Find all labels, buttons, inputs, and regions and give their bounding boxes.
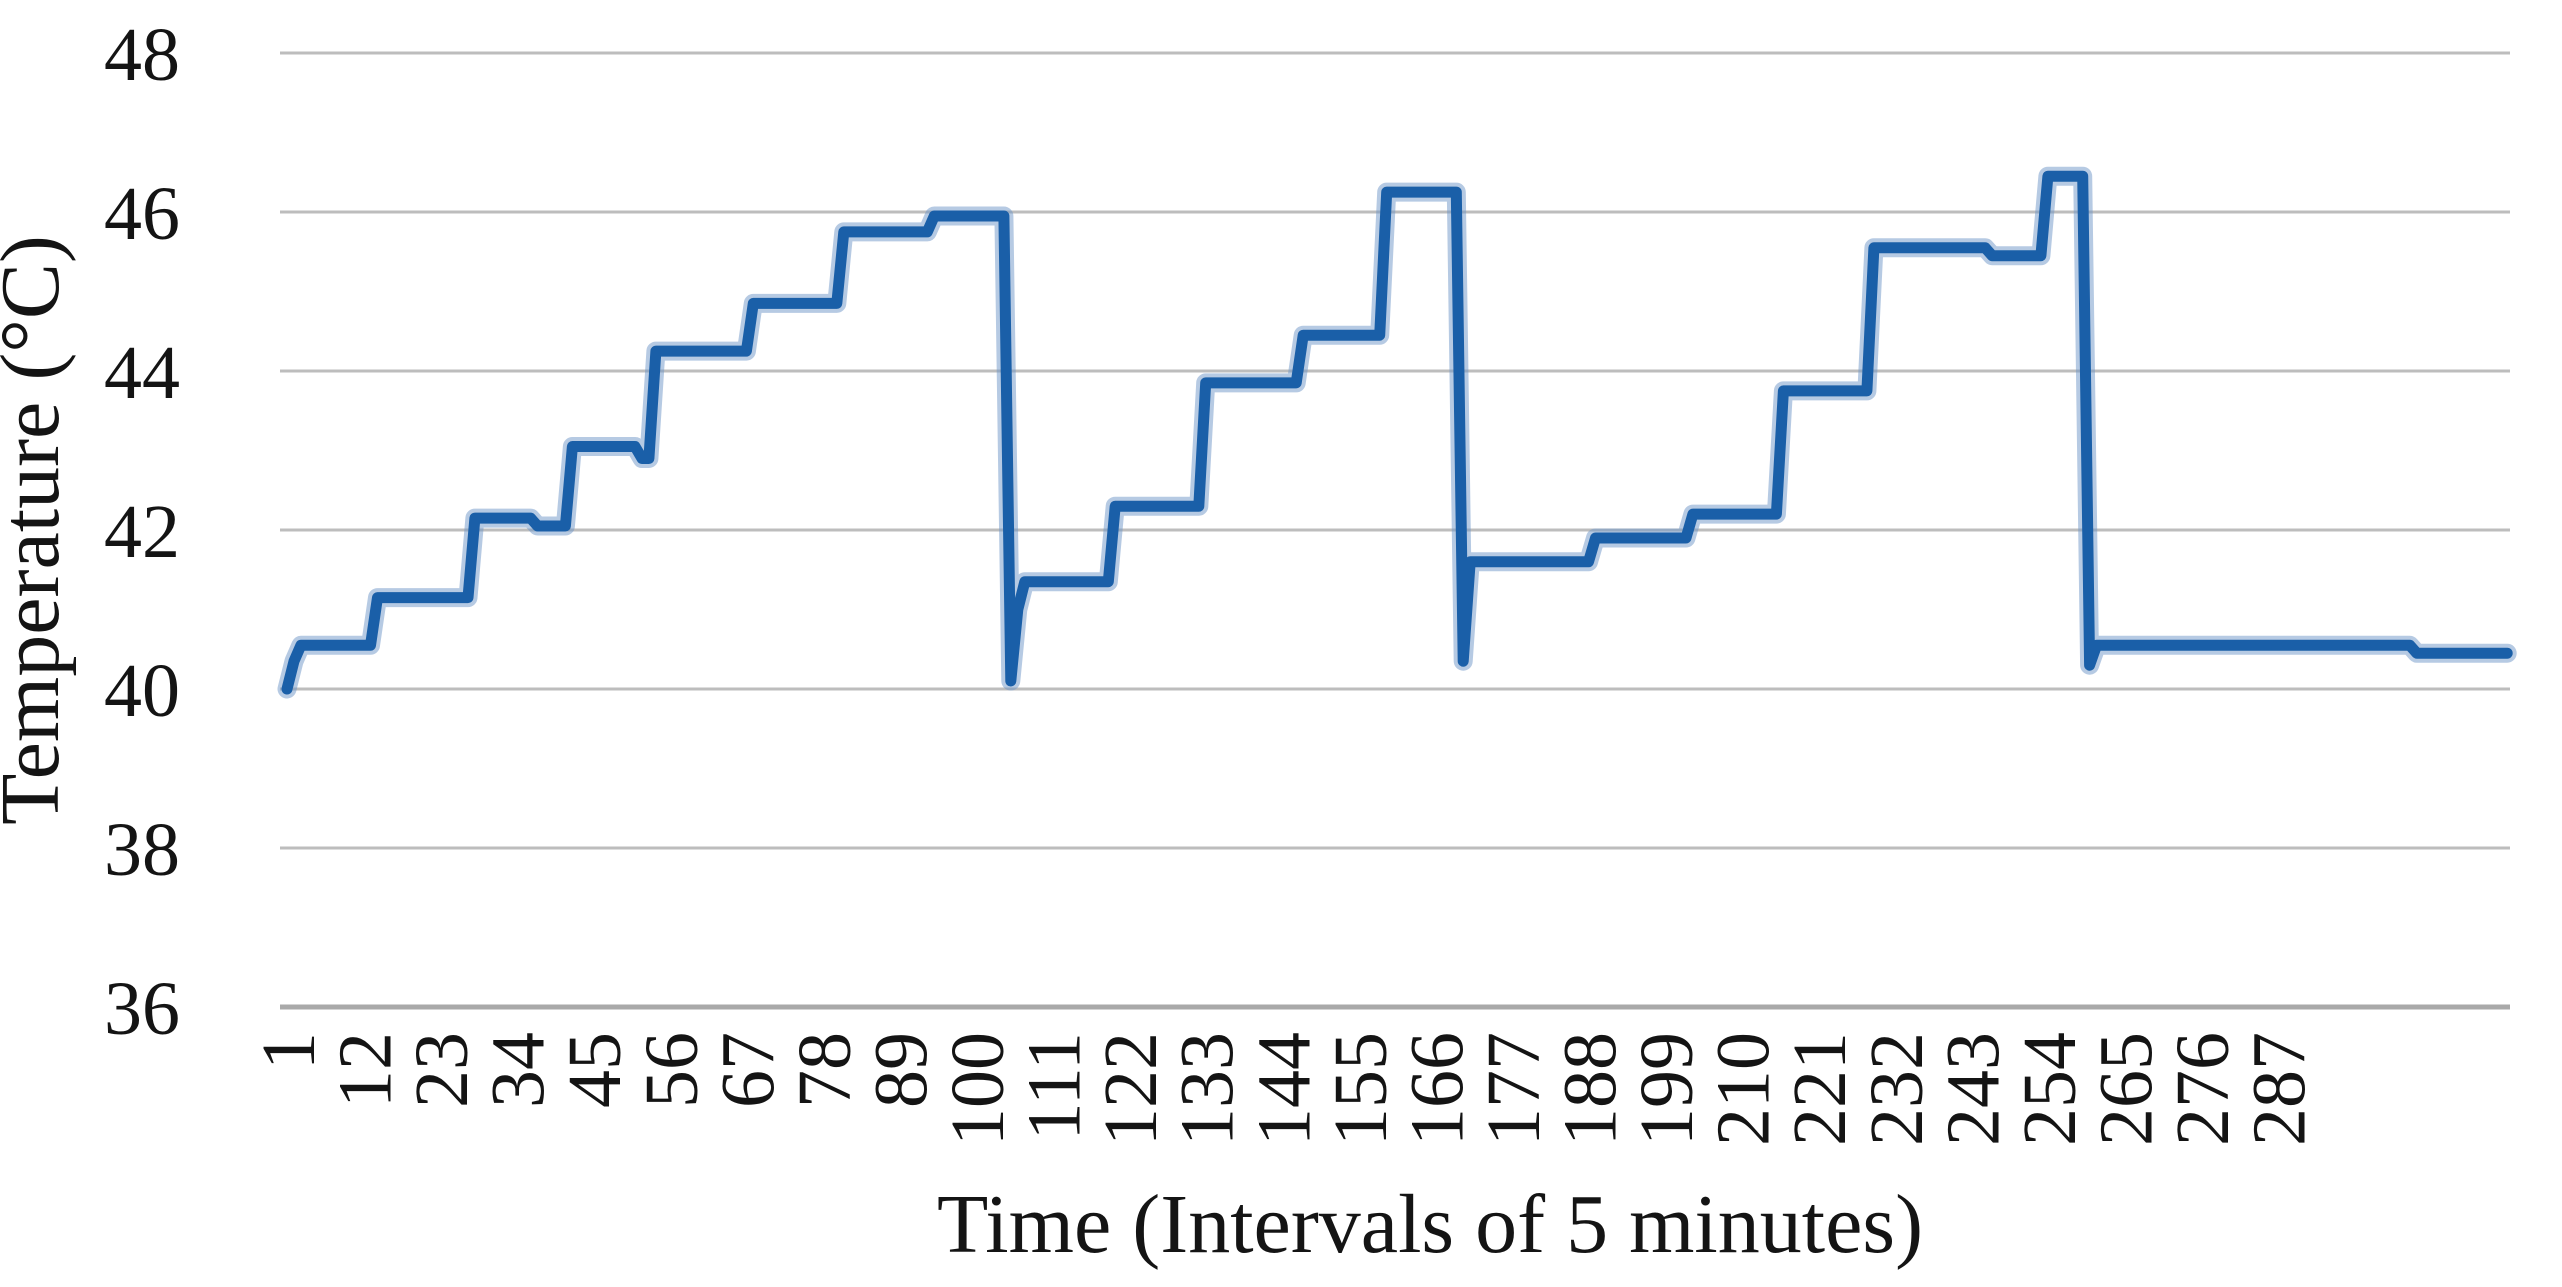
x-tick-label: 133 (1166, 1032, 1250, 1146)
y-tick-label: 42 (104, 490, 180, 574)
x-tick-label: 122 (1089, 1032, 1173, 1146)
y-axis-tick-labels: 48 46 44 42 40 38 36 (104, 13, 180, 1051)
x-tick-label: 111 (1013, 1032, 1097, 1140)
x-tick-label: 265 (2084, 1032, 2168, 1146)
x-axis-title: Time (Intervals of 5 minutes) (937, 1178, 1923, 1271)
x-tick-label: 276 (2161, 1032, 2245, 1146)
x-tick-label: 287 (2238, 1032, 2322, 1146)
x-axis-tick-labels: 1122334455667788910011112213314415516617… (247, 1032, 2322, 1146)
x-tick-label: 144 (1242, 1032, 1326, 1146)
x-tick-label: 166 (1395, 1032, 1479, 1146)
x-tick-label: 188 (1549, 1032, 1633, 1146)
y-tick-label: 38 (104, 808, 180, 892)
x-tick-label: 23 (400, 1032, 484, 1108)
x-tick-label: 45 (553, 1032, 637, 1108)
x-tick-label: 155 (1319, 1032, 1403, 1146)
x-tick-label: 89 (859, 1032, 943, 1108)
x-tick-label: 199 (1625, 1032, 1709, 1146)
x-tick-label: 210 (1702, 1032, 1786, 1146)
x-tick-label: 34 (477, 1032, 561, 1108)
x-tick-label: 12 (324, 1032, 408, 1108)
y-tick-label: 40 (104, 649, 180, 733)
x-tick-label: 232 (1855, 1032, 1939, 1146)
x-tick-label: 100 (936, 1032, 1020, 1146)
y-tick-label: 46 (104, 172, 180, 256)
x-tick-label: 56 (630, 1032, 714, 1108)
y-axis-title: Temperature (°C) (0, 235, 77, 825)
temperature-series-halo (277, 166, 2517, 699)
x-tick-label: 243 (1931, 1032, 2015, 1146)
x-tick-label: 254 (2008, 1032, 2092, 1146)
temperature-series-line (281, 170, 2513, 695)
x-tick-label: 1 (247, 1032, 331, 1070)
temperature-series (277, 166, 2517, 699)
x-tick-label: 177 (1472, 1032, 1556, 1146)
y-tick-label: 48 (104, 13, 180, 97)
y-tick-label: 36 (104, 967, 180, 1051)
x-tick-label: 78 (783, 1032, 867, 1108)
x-tick-label: 67 (706, 1032, 790, 1108)
x-tick-label: 221 (1778, 1032, 1862, 1146)
y-tick-label: 44 (104, 331, 180, 415)
